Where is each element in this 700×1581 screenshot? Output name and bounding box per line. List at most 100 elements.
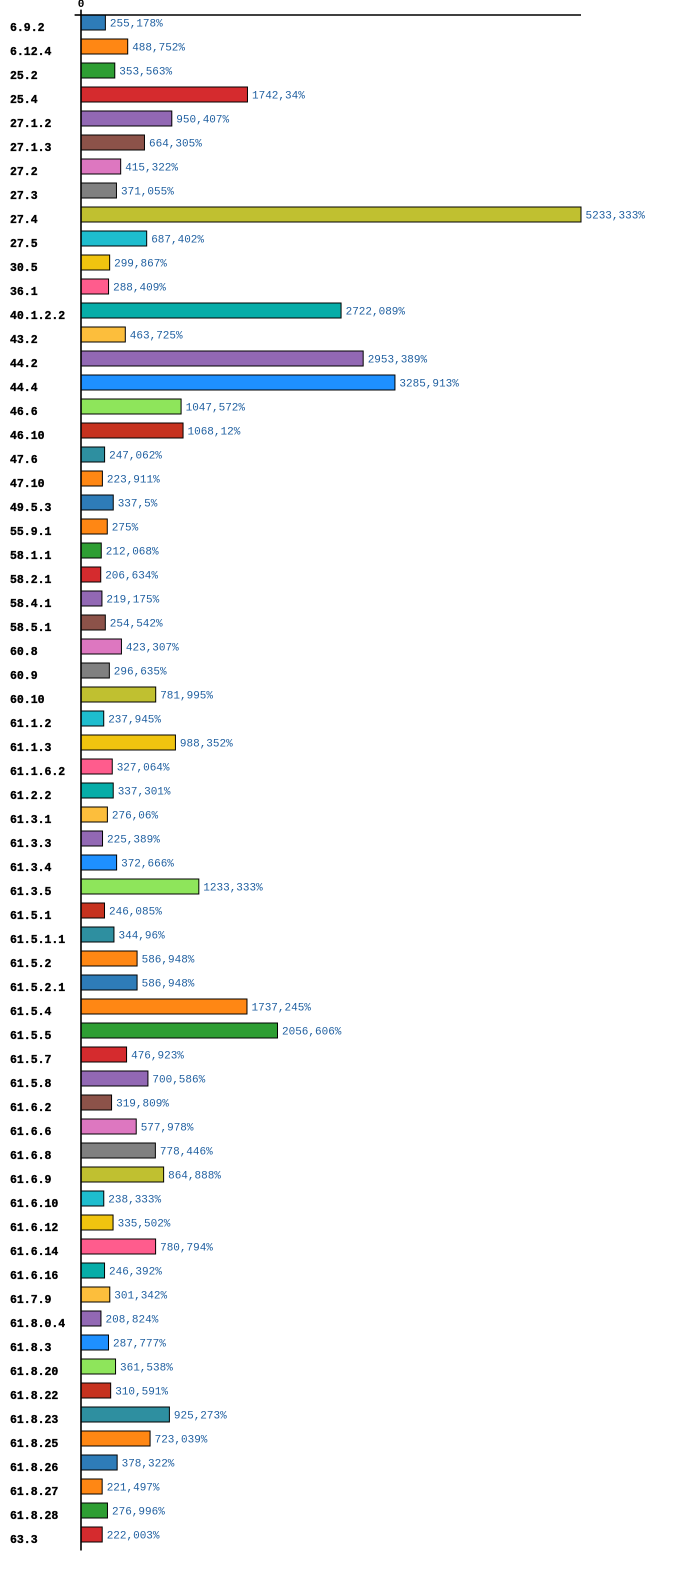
svg-text:44.4: 44.4 — [10, 382, 38, 395]
svg-text:61.5.2.1: 61.5.2.1 — [10, 982, 65, 995]
svg-text:61.6.10: 61.6.10 — [10, 1198, 58, 1211]
svg-text:988,352%: 988,352% — [180, 738, 233, 750]
svg-text:723,039%: 723,039% — [155, 1434, 208, 1446]
svg-text:61.5.4: 61.5.4 — [10, 1006, 52, 1019]
svg-text:61.5.2: 61.5.2 — [10, 958, 52, 971]
svg-text:664,305%: 664,305% — [149, 138, 202, 150]
svg-text:206,634%: 206,634% — [105, 570, 158, 582]
svg-text:778,446%: 778,446% — [160, 1146, 213, 1158]
svg-text:288,409%: 288,409% — [113, 282, 166, 294]
svg-text:61.1.6.2: 61.1.6.2 — [10, 766, 65, 779]
svg-text:255,178%: 255,178% — [110, 18, 163, 30]
svg-text:6.12.4: 6.12.4 — [10, 46, 52, 59]
svg-text:61.8.3: 61.8.3 — [10, 1342, 52, 1355]
svg-text:61.1.3: 61.1.3 — [10, 742, 52, 755]
svg-text:60.9: 60.9 — [10, 670, 38, 683]
svg-text:2722,089%: 2722,089% — [346, 306, 406, 318]
svg-text:30.5: 30.5 — [10, 262, 38, 275]
svg-text:780,794%: 780,794% — [160, 1242, 213, 1254]
svg-text:27.2: 27.2 — [10, 166, 38, 179]
svg-text:58.5.1: 58.5.1 — [10, 622, 52, 635]
svg-text:40.1.2.2: 40.1.2.2 — [10, 310, 65, 323]
svg-text:61.5.7: 61.5.7 — [10, 1054, 52, 1067]
svg-text:60.8: 60.8 — [10, 646, 38, 659]
svg-text:61.8.23: 61.8.23 — [10, 1414, 58, 1427]
svg-text:49.5.3: 49.5.3 — [10, 502, 52, 515]
svg-text:55.9.1: 55.9.1 — [10, 526, 52, 539]
svg-text:61.8.27: 61.8.27 — [10, 1486, 58, 1499]
svg-text:700,586%: 700,586% — [152, 1074, 205, 1086]
svg-text:61.2.2: 61.2.2 — [10, 790, 52, 803]
svg-text:61.3.3: 61.3.3 — [10, 838, 52, 851]
svg-text:463,725%: 463,725% — [130, 330, 183, 342]
svg-text:58.1.1: 58.1.1 — [10, 550, 52, 563]
svg-text:337,5%: 337,5% — [118, 498, 158, 510]
svg-text:577,978%: 577,978% — [141, 1122, 194, 1134]
svg-text:247,062%: 247,062% — [109, 450, 162, 462]
svg-text:61.8.28: 61.8.28 — [10, 1510, 58, 1523]
svg-text:276,06%: 276,06% — [112, 810, 159, 822]
svg-text:1737,245%: 1737,245% — [252, 1002, 312, 1014]
svg-text:27.4: 27.4 — [10, 214, 38, 227]
svg-text:47.6: 47.6 — [10, 454, 38, 467]
svg-text:61.3.1: 61.3.1 — [10, 814, 52, 827]
svg-text:3285,913%: 3285,913% — [399, 378, 459, 390]
svg-text:212,068%: 212,068% — [106, 546, 159, 558]
svg-text:58.4.1: 58.4.1 — [10, 598, 52, 611]
svg-text:2953,389%: 2953,389% — [368, 354, 428, 366]
svg-text:287,777%: 287,777% — [113, 1338, 166, 1350]
svg-text:353,563%: 353,563% — [119, 66, 172, 78]
svg-text:61.6.14: 61.6.14 — [10, 1246, 58, 1259]
svg-text:925,273%: 925,273% — [174, 1410, 227, 1422]
svg-text:61.5.1.1: 61.5.1.1 — [10, 934, 65, 947]
svg-text:208,824%: 208,824% — [106, 1314, 159, 1326]
svg-text:61.6.8: 61.6.8 — [10, 1150, 52, 1163]
svg-text:25.4: 25.4 — [10, 94, 38, 107]
svg-text:344,96%: 344,96% — [119, 930, 166, 942]
svg-text:46.6: 46.6 — [10, 406, 38, 419]
svg-text:246,392%: 246,392% — [109, 1266, 162, 1278]
svg-text:335,502%: 335,502% — [118, 1218, 171, 1230]
svg-text:254,542%: 254,542% — [110, 618, 163, 630]
svg-text:61.6.9: 61.6.9 — [10, 1174, 52, 1187]
svg-text:27.3: 27.3 — [10, 190, 38, 203]
svg-text:476,923%: 476,923% — [131, 1050, 184, 1062]
svg-text:27.1.3: 27.1.3 — [10, 142, 52, 155]
svg-text:44.2: 44.2 — [10, 358, 38, 371]
svg-text:488,752%: 488,752% — [132, 42, 185, 54]
svg-text:61.5.1: 61.5.1 — [10, 910, 52, 923]
svg-text:61.3.5: 61.3.5 — [10, 886, 52, 899]
svg-text:415,322%: 415,322% — [125, 162, 178, 174]
svg-text:586,948%: 586,948% — [142, 954, 195, 966]
svg-text:378,322%: 378,322% — [122, 1458, 175, 1470]
svg-text:60.10: 60.10 — [10, 694, 45, 707]
svg-text:61.6.6: 61.6.6 — [10, 1126, 52, 1139]
svg-text:237,945%: 237,945% — [108, 714, 161, 726]
svg-text:58.2.1: 58.2.1 — [10, 574, 52, 587]
svg-text:1233,333%: 1233,333% — [203, 882, 263, 894]
svg-text:2056,606%: 2056,606% — [282, 1026, 342, 1038]
svg-text:327,064%: 327,064% — [117, 762, 170, 774]
svg-text:61.6.16: 61.6.16 — [10, 1270, 58, 1283]
svg-text:223,911%: 223,911% — [107, 474, 160, 486]
svg-text:36.1: 36.1 — [10, 286, 38, 299]
svg-text:225,389%: 225,389% — [107, 834, 160, 846]
svg-text:246,085%: 246,085% — [109, 906, 162, 918]
svg-text:47.10: 47.10 — [10, 478, 45, 491]
svg-text:221,497%: 221,497% — [107, 1482, 160, 1494]
svg-text:61.5.5: 61.5.5 — [10, 1030, 52, 1043]
svg-text:310,591%: 310,591% — [115, 1386, 168, 1398]
svg-text:61.7.9: 61.7.9 — [10, 1294, 52, 1307]
svg-text:61.8.0.4: 61.8.0.4 — [10, 1318, 65, 1331]
svg-text:275%: 275% — [112, 522, 139, 534]
svg-text:361,538%: 361,538% — [120, 1362, 173, 1374]
svg-text:43.2: 43.2 — [10, 334, 38, 347]
svg-text:0: 0 — [78, 0, 85, 11]
svg-text:6.9.2: 6.9.2 — [10, 22, 45, 35]
svg-text:5233,333%: 5233,333% — [586, 210, 646, 222]
svg-text:950,407%: 950,407% — [176, 114, 229, 126]
svg-text:63.3: 63.3 — [10, 1534, 38, 1547]
svg-text:1047,572%: 1047,572% — [186, 402, 246, 414]
svg-text:61.8.20: 61.8.20 — [10, 1366, 58, 1379]
svg-text:299,867%: 299,867% — [114, 258, 167, 270]
